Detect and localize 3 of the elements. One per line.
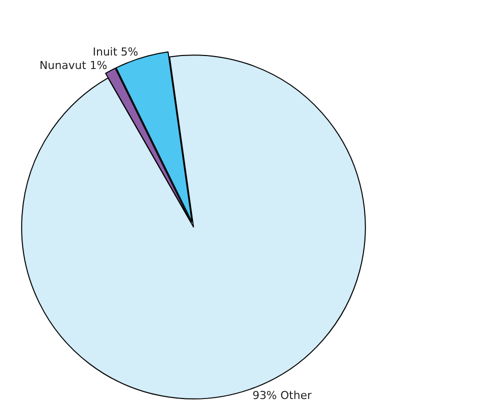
slice-label: Inuit 5% xyxy=(92,45,138,58)
slice-label: Nunavut 1% xyxy=(39,59,108,72)
slice-label: 93% Other xyxy=(252,388,312,402)
